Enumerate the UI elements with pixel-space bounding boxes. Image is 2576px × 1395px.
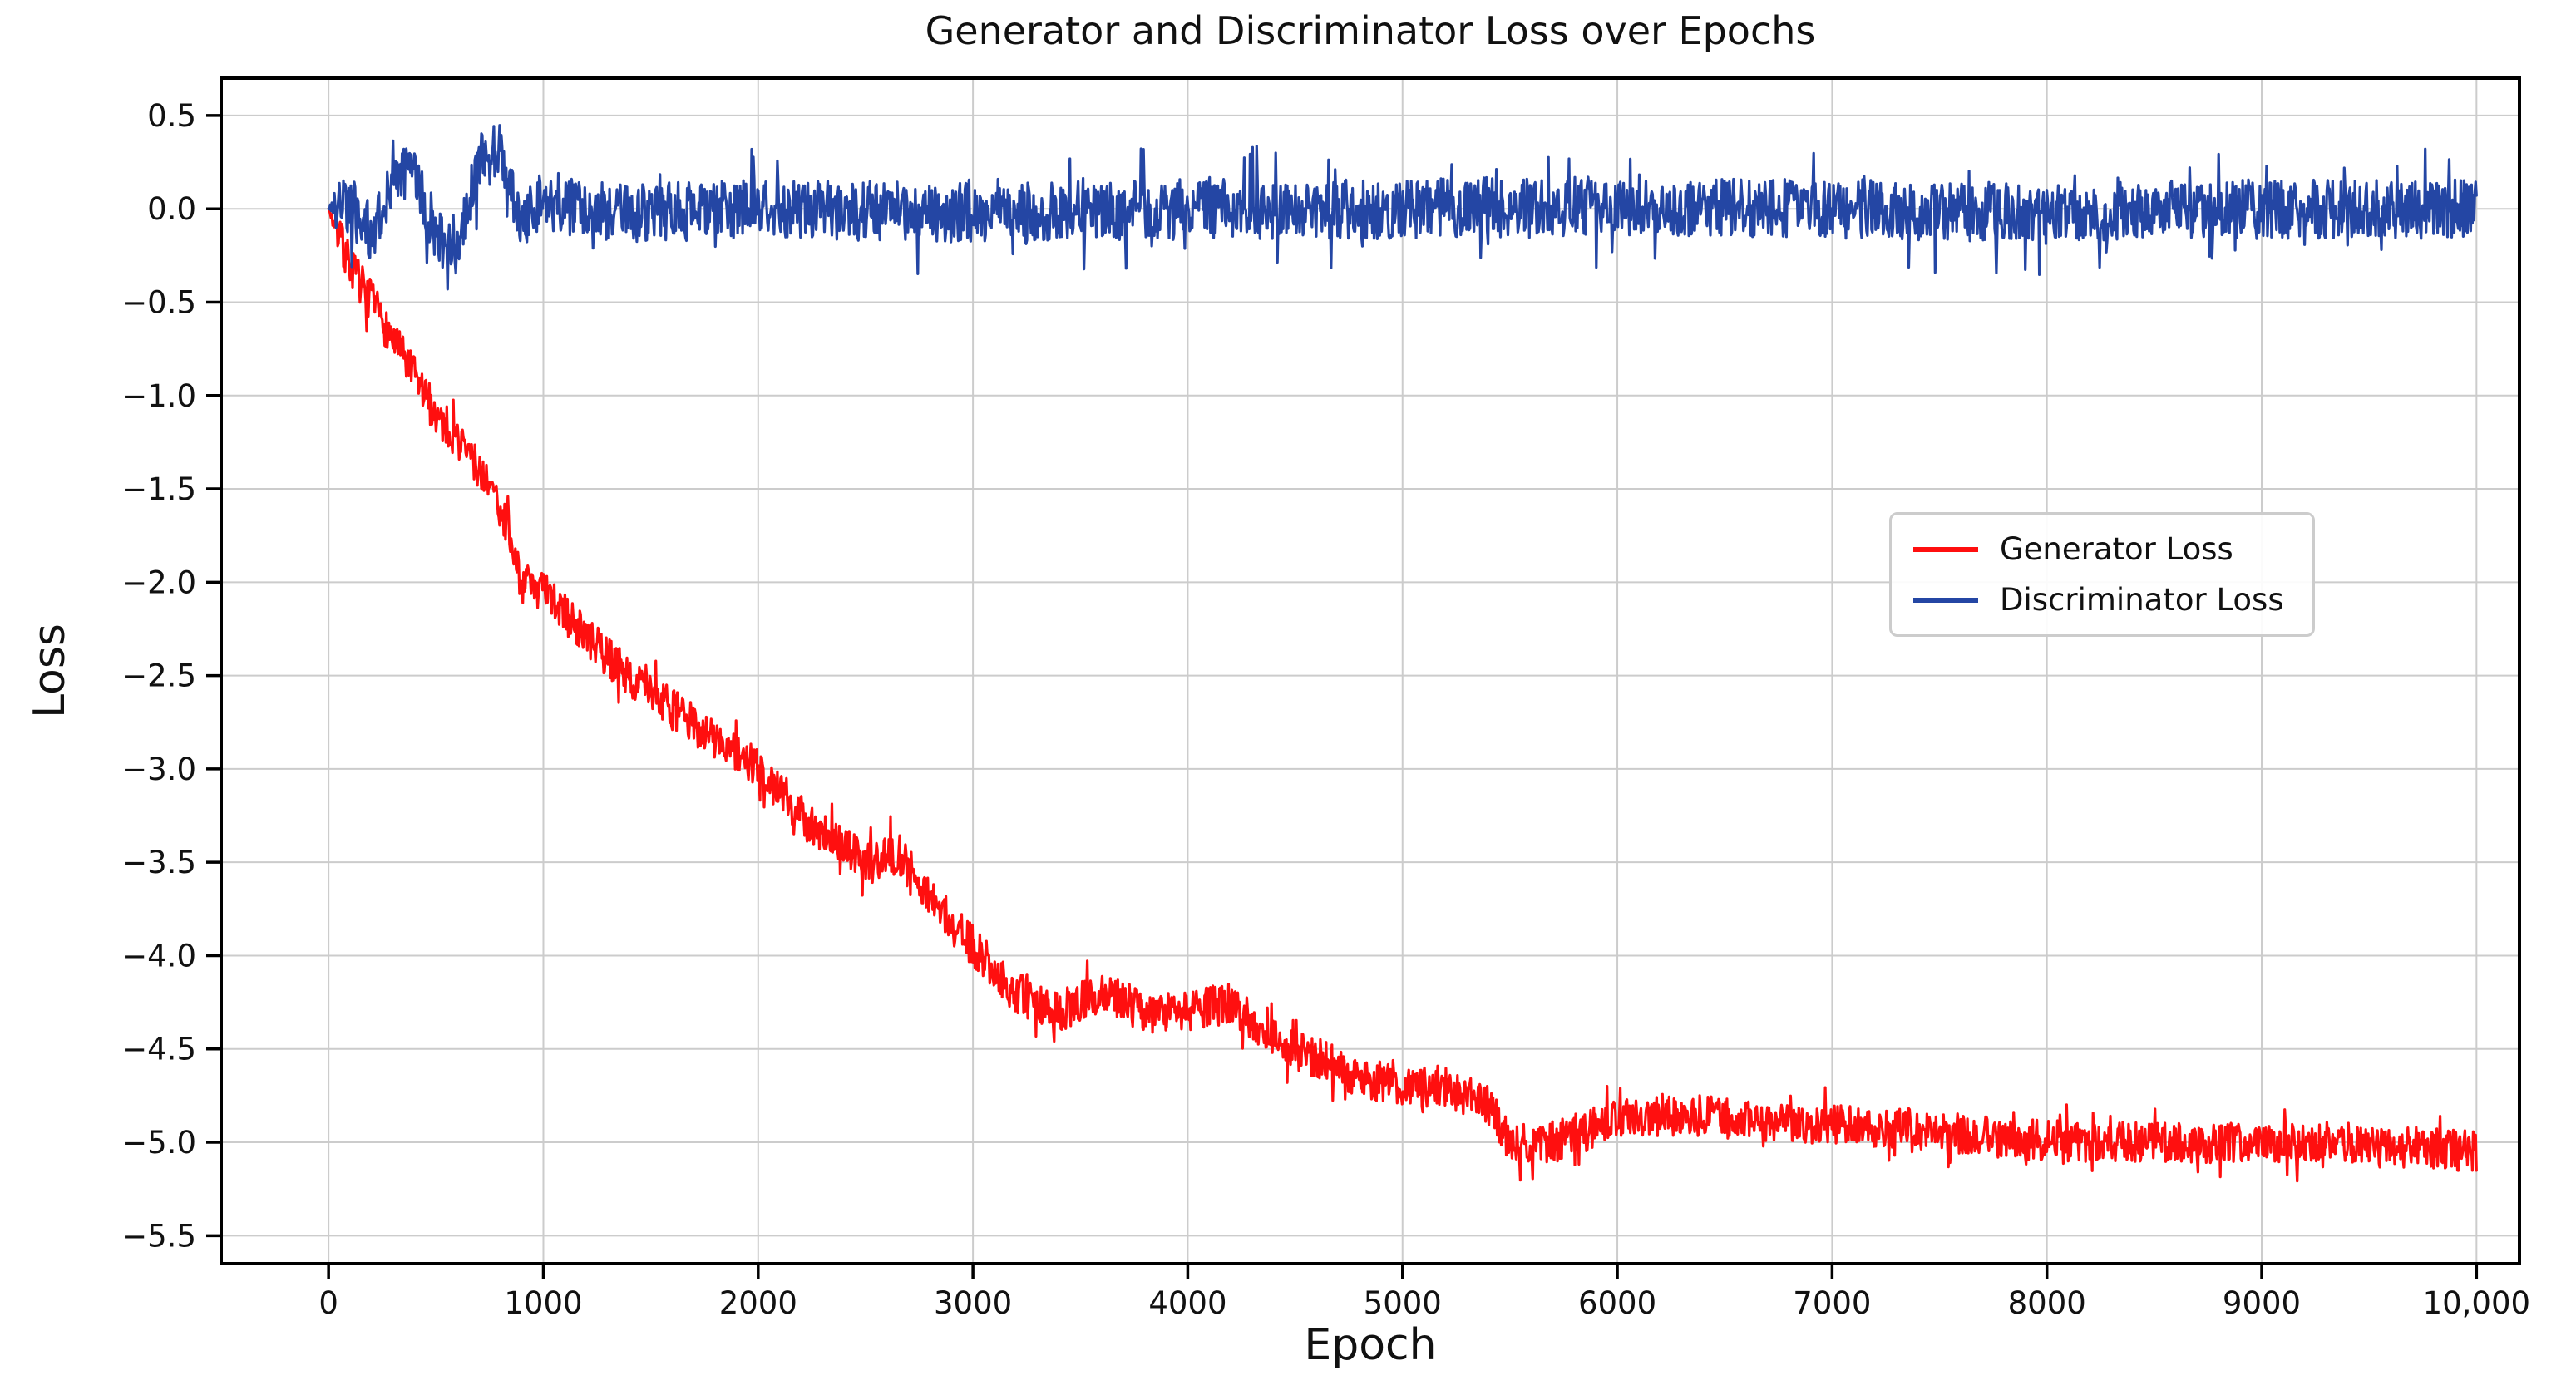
y-tick-label: −0.5 — [121, 284, 196, 320]
y-tick-label: 0.5 — [147, 98, 196, 134]
legend-label-discriminator: Discriminator Loss — [2000, 582, 2284, 618]
x-tick-label: 9000 — [2223, 1285, 2301, 1321]
y-tick-label: −1.5 — [121, 471, 196, 507]
generator-loss-line — [327, 207, 2478, 1183]
y-tick-label: −5.0 — [121, 1125, 196, 1161]
discriminator-loss-line — [327, 124, 2478, 291]
chart-title: Generator and Discriminator Loss over Ep… — [925, 8, 1816, 53]
x-tick-label: 10,000 — [2423, 1285, 2530, 1321]
y-tick-label: −1.0 — [121, 378, 196, 414]
y-tick-label: −3.5 — [121, 845, 196, 880]
y-tick-label: −4.0 — [121, 938, 196, 974]
x-tick-label: 1000 — [504, 1285, 582, 1321]
x-tick-label: 6000 — [1578, 1285, 1656, 1321]
legend-entry-generator: Generator Loss — [1913, 531, 2284, 567]
y-tick-label: −2.0 — [121, 564, 196, 600]
x-tick-label: 5000 — [1364, 1285, 1442, 1321]
y-tick-label: −2.5 — [121, 658, 196, 694]
y-tick-label: 0.0 — [147, 191, 196, 227]
x-tick-label: 8000 — [2008, 1285, 2086, 1321]
x-tick-label: 4000 — [1148, 1285, 1226, 1321]
legend-label-generator: Generator Loss — [2000, 531, 2233, 567]
x-tick-label: 7000 — [1793, 1285, 1871, 1321]
generator-loss-line-swatch — [1913, 546, 1978, 552]
x-tick-label: 3000 — [934, 1285, 1012, 1321]
y-tick-label: −5.5 — [121, 1218, 196, 1254]
grid — [221, 78, 2519, 1264]
ticks — [206, 114, 2479, 1279]
y-tick-label: −3.0 — [121, 752, 196, 787]
x-axis-label: Epoch — [1304, 1320, 1437, 1370]
x-tick-label: 2000 — [719, 1285, 797, 1321]
plot-border — [220, 76, 2521, 1265]
x-tick-label: 0 — [318, 1285, 338, 1321]
y-tick-label: −4.5 — [121, 1032, 196, 1067]
legend: Generator Loss Discriminator Loss — [1889, 512, 2315, 637]
legend-entry-discriminator: Discriminator Loss — [1913, 582, 2284, 618]
discriminator-loss-line-swatch — [1913, 597, 1978, 603]
